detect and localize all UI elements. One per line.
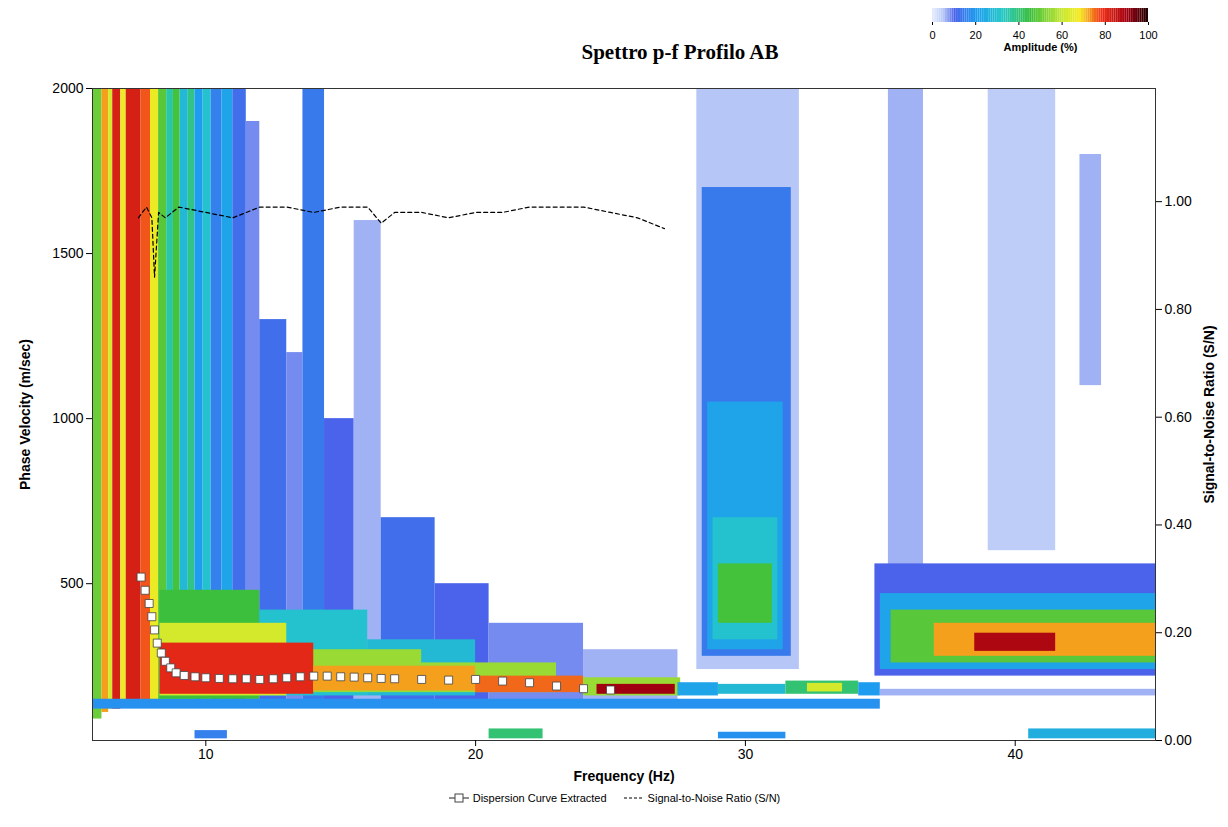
svg-text:0.80: 0.80 [1165, 301, 1192, 317]
svg-text:Signal-to-Noise Ratio (S/N): Signal-to-Noise Ratio (S/N) [1201, 325, 1217, 503]
svg-text:0.60: 0.60 [1165, 409, 1192, 425]
svg-text:0.00: 0.00 [1165, 732, 1192, 748]
svg-text:20: 20 [970, 29, 982, 41]
svg-text:0.20: 0.20 [1165, 624, 1192, 640]
svg-text:30: 30 [738, 746, 754, 762]
svg-text:20: 20 [468, 746, 484, 762]
svg-text:Frequency (Hz): Frequency (Hz) [573, 768, 674, 784]
html-text:Signal-to-Noise Ratio (S/N): Signal-to-Noise Ratio (S/N) [647, 792, 781, 804]
svg-text:Phase Velocity (m/sec): Phase Velocity (m/sec) [17, 339, 33, 490]
svg-text:0.40: 0.40 [1165, 516, 1192, 532]
svg-text:10: 10 [198, 746, 214, 762]
svg-text:40: 40 [1007, 746, 1023, 762]
svg-text:0: 0 [929, 29, 935, 41]
svg-text:1500: 1500 [52, 245, 83, 261]
svg-text:40: 40 [1013, 29, 1025, 41]
html-text:Spettro p-f Profilo AB: Spettro p-f Profilo AB [581, 40, 779, 64]
svg-text:500: 500 [60, 575, 84, 591]
svg-text:100: 100 [1139, 29, 1157, 41]
html-text:Dispersion Curve Extracted: Dispersion Curve Extracted [472, 792, 607, 804]
svg-text:1.00: 1.00 [1165, 193, 1192, 209]
svg-text:60: 60 [1056, 29, 1068, 41]
svg-text:1000: 1000 [52, 410, 83, 426]
svg-text:Amplitude (%): Amplitude (%) [1004, 41, 1078, 53]
svg-text:2000: 2000 [52, 80, 83, 96]
svg-text:80: 80 [1099, 29, 1111, 41]
